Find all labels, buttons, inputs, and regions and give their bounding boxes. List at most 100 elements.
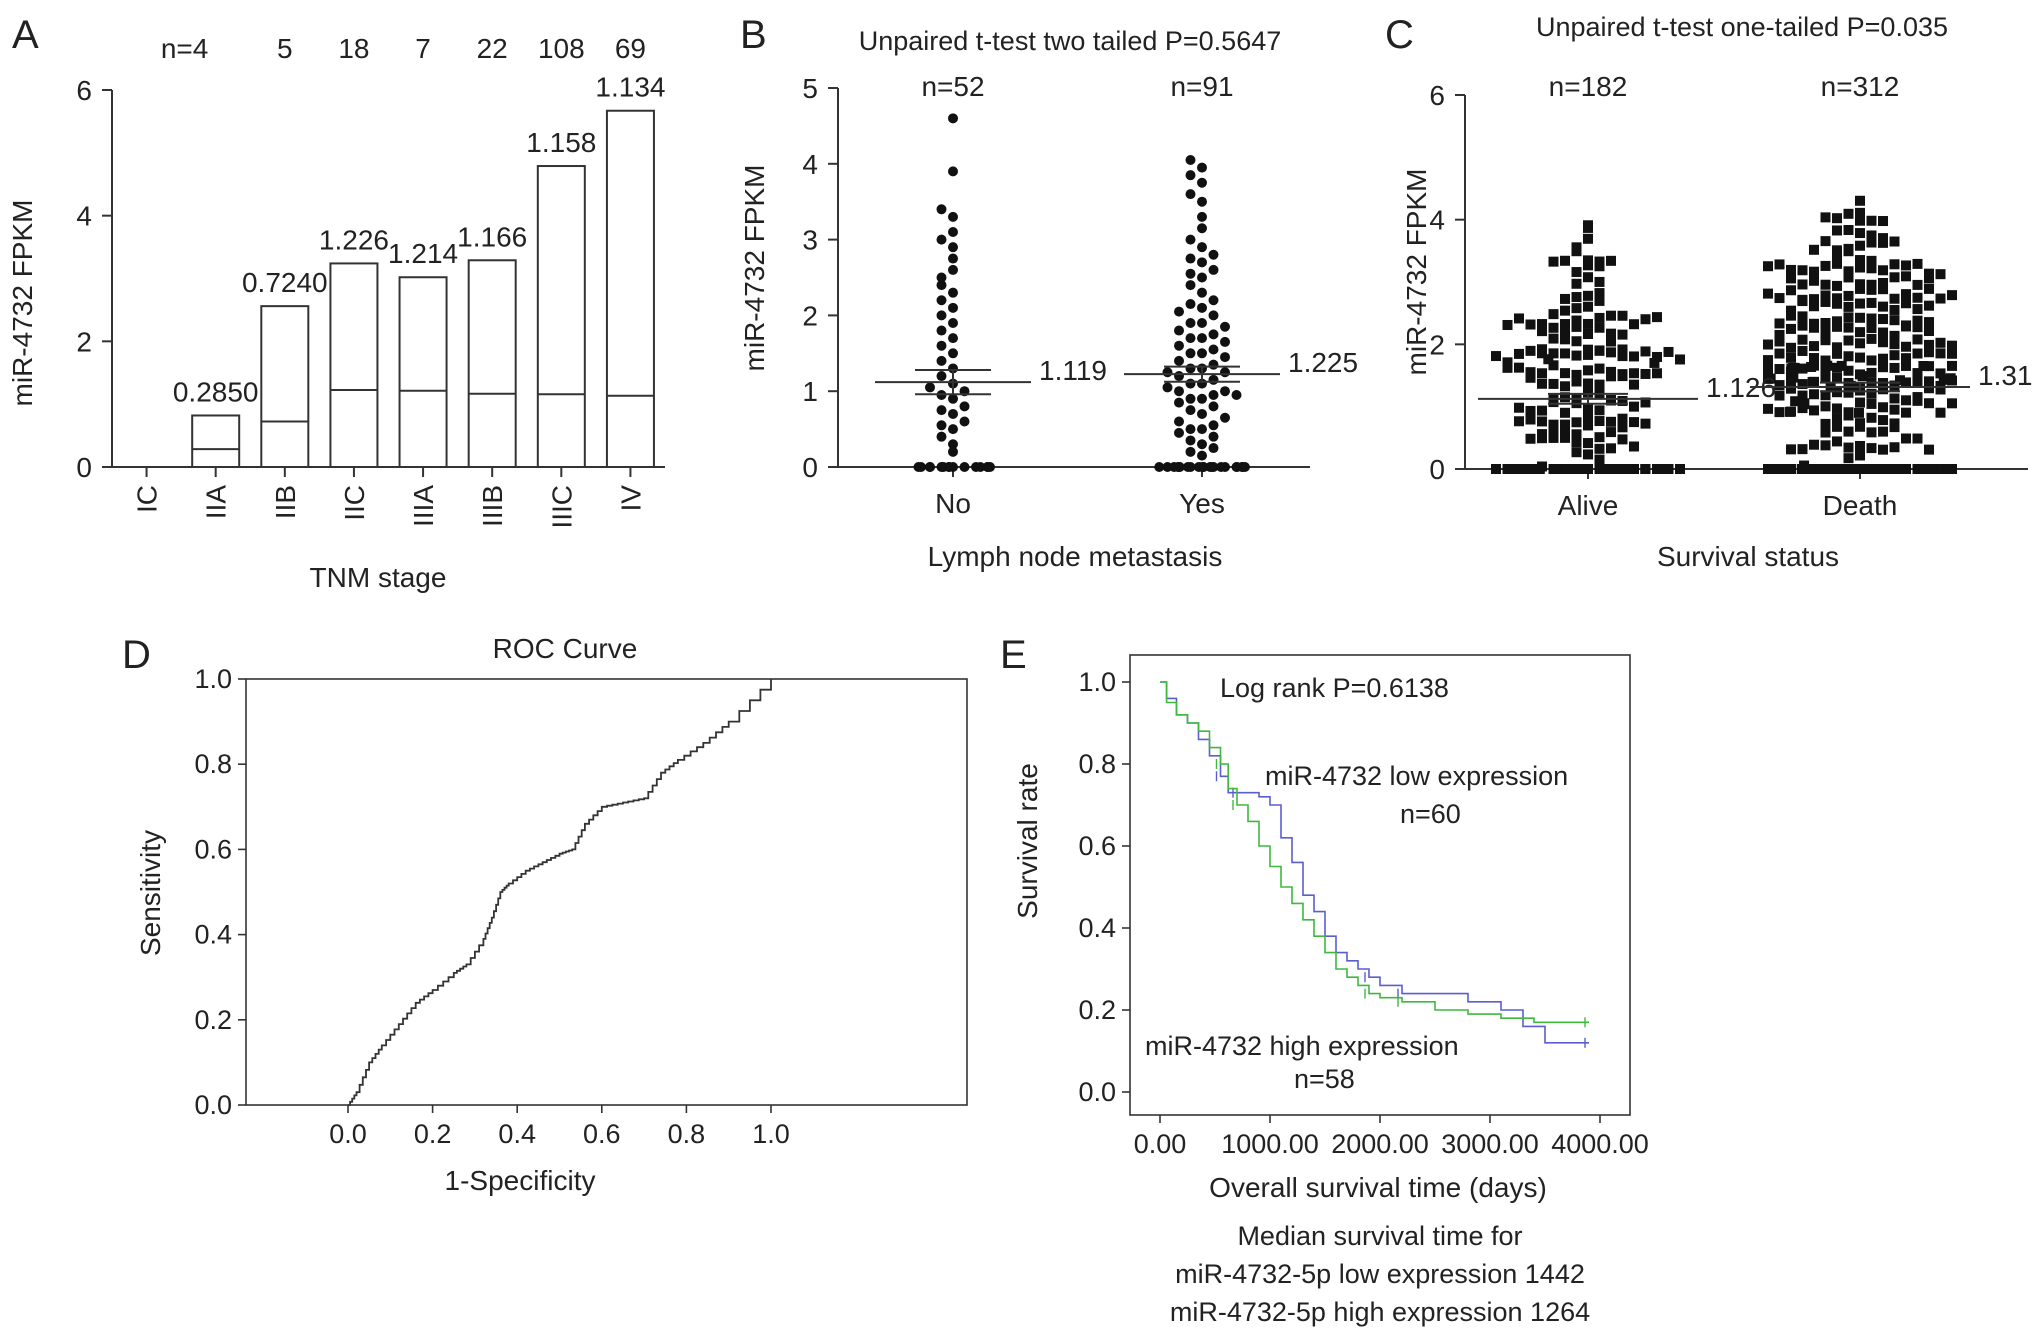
panel-c-point [1901, 433, 1911, 444]
panel-b-point [1185, 299, 1196, 310]
panel-c-point [1675, 354, 1685, 365]
panel-c-point [1525, 345, 1536, 356]
panel-b-point [1208, 374, 1219, 385]
panel-c-point [1774, 293, 1785, 304]
panel-c-point [1875, 464, 1886, 474]
panel-c-point [1855, 352, 1865, 363]
panel-c-point [1832, 213, 1842, 224]
panel-a-x-tick-label: IIB [270, 485, 301, 519]
panel-c-point [1843, 266, 1854, 277]
panel-b-point [959, 416, 970, 427]
panel-c-point [1889, 259, 1900, 270]
panel-b-point [1197, 317, 1207, 328]
panel-b-x-axis-label: Lymph node metastasis [928, 541, 1223, 572]
panel-c-point [1832, 403, 1842, 414]
panel-c-point [1560, 419, 1570, 430]
panel-c-point [1537, 368, 1547, 379]
panel-c-point [1843, 312, 1854, 323]
panel-b-point [1197, 333, 1207, 344]
panel-c-point [1832, 321, 1842, 332]
panel-c-point [1525, 405, 1536, 416]
panel-c-point [1809, 318, 1819, 329]
panel-d-x-tick-label: 0.6 [583, 1119, 621, 1149]
panel-c-point [1560, 432, 1570, 443]
panel-c-point [1786, 323, 1796, 334]
panel-c-point [1571, 315, 1582, 326]
panel-b-point [1197, 450, 1207, 461]
panel-c-point [1855, 338, 1865, 349]
panel-c-point [1548, 360, 1559, 371]
panel-c-point [1866, 322, 1877, 333]
panel-c-point [1765, 373, 1776, 384]
panel-d: D ROC Curve 0.00.20.40.60.81.00.0 0.2 0.4 0… [122, 633, 968, 1196]
panel-c-point [1912, 376, 1923, 387]
panel-c-point [1866, 313, 1877, 324]
panel-e-low-n: n=60 [1400, 799, 1461, 829]
panel-c-point [1583, 272, 1593, 283]
panel-a-count-label: 5 [277, 33, 293, 64]
panel-b-point [1220, 367, 1230, 378]
panel-c-point [1774, 336, 1785, 347]
panel-c-point [1878, 284, 1888, 295]
panel-e-letter: E [1000, 633, 1027, 677]
panel-c-point [1525, 319, 1536, 330]
panel-c-point [1786, 383, 1796, 394]
panel-c-point [1820, 390, 1831, 401]
panel-c-point [1866, 279, 1877, 290]
panel-c-point [1855, 298, 1865, 309]
panel-b-point [959, 401, 970, 412]
panel-c-point [1820, 355, 1831, 366]
panel-c-point [1613, 464, 1624, 474]
panel-c-point [1675, 464, 1685, 474]
panel-b-point [1174, 427, 1184, 438]
panel-c-point [1617, 422, 1628, 433]
panel-b-x-tick-label: No [935, 488, 971, 519]
panel-a-median-label: 1.158 [526, 127, 596, 158]
panel-c-point [1807, 376, 1818, 387]
panel-c-point [1820, 418, 1831, 429]
panel-a-x-tick-label: IIIC [546, 485, 577, 529]
panel-c-point [1878, 353, 1888, 364]
panel-c-point [1889, 236, 1900, 247]
panel-c-y-axis-label: miR-4732 FPKM [1401, 169, 1432, 376]
panel-b-point [1220, 352, 1230, 363]
panel-d-title: ROC Curve [493, 633, 638, 664]
panel-c-point [1878, 384, 1888, 395]
panel-c-point [1629, 319, 1639, 330]
panel-c-point [1947, 340, 1957, 351]
panel-c-point [1640, 368, 1651, 379]
panel-b-point [1174, 397, 1184, 408]
panel-c-point [1786, 352, 1796, 363]
panel-b-point [948, 348, 958, 359]
panel-c-point [1571, 321, 1582, 332]
panel-c-point [1583, 387, 1593, 398]
panel-c-point [1571, 242, 1582, 253]
panel-c-point [1866, 355, 1877, 366]
panel-c-y-tick-label: 0 [1429, 454, 1445, 485]
panel-c-point [1514, 416, 1524, 427]
panel-c-point [1820, 401, 1831, 412]
panel-c-point [1901, 341, 1911, 352]
panel-c-point [1839, 464, 1850, 474]
panel-c-point [1548, 378, 1559, 389]
panel-c-point [1537, 378, 1547, 389]
panel-c-point [1537, 405, 1547, 416]
panel-c-point [1786, 264, 1796, 275]
panel-c-point [1832, 249, 1842, 260]
panel-b-point [1185, 155, 1196, 166]
panel-c-point [1663, 346, 1674, 357]
panel-c-point [1912, 279, 1923, 290]
panel-a-count-label: 18 [338, 33, 369, 64]
panel-c-point [1560, 392, 1570, 403]
panel-c-point [1617, 329, 1628, 340]
panel-d-x-tick-label: 0.4 [498, 1119, 536, 1149]
panel-e-footnote-line-3: miR-4732-5p high expression 1264 [1170, 1297, 1590, 1327]
panel-c: C Unpaired t-test one-tailed P=0.035 0 2 4… [1385, 12, 2032, 572]
panel-c-point [1832, 421, 1842, 432]
panel-c-point [1901, 353, 1911, 364]
panel-c-point [1502, 362, 1513, 373]
panel-e-x-axis-label: Overall survival time (days) [1209, 1172, 1547, 1203]
panel-c-point [1855, 215, 1865, 226]
panel-a-letter: A [12, 13, 39, 57]
panel-c-point [1774, 329, 1785, 340]
